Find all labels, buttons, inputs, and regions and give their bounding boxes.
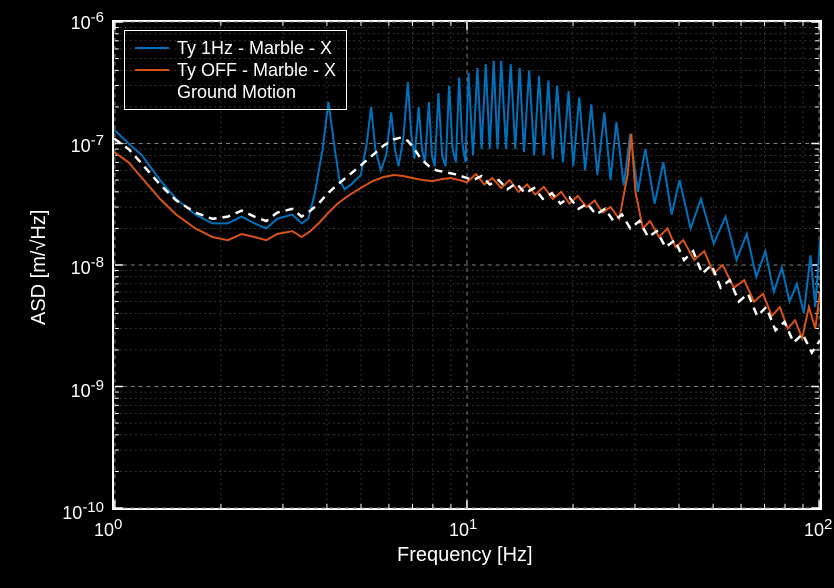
legend: Ty 1Hz - Marble - XTy OFF - Marble - XGr… xyxy=(124,30,347,110)
legend-item: Ty OFF - Marble - X xyxy=(135,59,336,81)
legend-label: Ty 1Hz - Marble - X xyxy=(177,38,332,59)
y-tick-label: 10-6 xyxy=(44,9,104,34)
legend-swatch xyxy=(135,69,169,71)
legend-label: Ty OFF - Marble - X xyxy=(177,60,336,81)
legend-swatch xyxy=(135,91,169,93)
legend-label: Ground Motion xyxy=(177,82,296,103)
x-tick-label: 102 xyxy=(804,516,832,541)
legend-item: Ty 1Hz - Marble - X xyxy=(135,37,336,59)
y-tick-label: 10-8 xyxy=(44,254,104,279)
series-ty-off---marble---x xyxy=(114,134,820,338)
legend-swatch xyxy=(135,47,169,49)
x-tick-label: 101 xyxy=(449,516,477,541)
x-axis-label: Frequency [Hz] xyxy=(397,544,533,567)
y-tick-label: 10-7 xyxy=(44,132,104,157)
y-tick-label: 10-10 xyxy=(44,499,104,524)
legend-item: Ground Motion xyxy=(135,81,336,103)
y-tick-label: 10-9 xyxy=(44,377,104,402)
